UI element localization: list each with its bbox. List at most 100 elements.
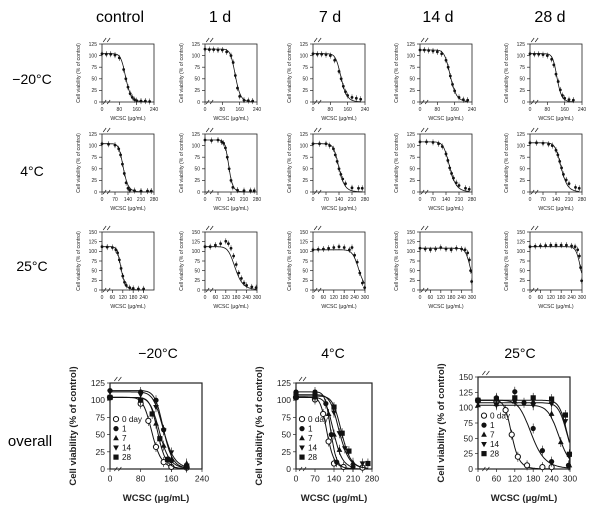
y-tick-label: 25	[519, 278, 525, 284]
fit-curve	[313, 143, 363, 193]
data-point	[348, 248, 351, 252]
data-point	[508, 431, 515, 438]
x-tick-label: 60	[110, 295, 116, 301]
legend-label: 1	[308, 425, 313, 434]
y-tick-label: 50	[409, 167, 415, 173]
data-point	[100, 52, 104, 56]
y-tick-label: 75	[96, 412, 106, 422]
data-point	[429, 248, 432, 252]
x-tick-label: 120	[508, 474, 522, 484]
y-tick-label: 125	[89, 42, 98, 48]
y-tick-label: 125	[89, 132, 98, 138]
y-tick-label: 50	[194, 268, 200, 274]
data-point	[418, 48, 422, 52]
y-tick-label: 125	[91, 378, 105, 388]
y-tick-label: 100	[517, 249, 526, 255]
fit-curve	[296, 396, 354, 468]
y-tick-label: 100	[300, 53, 309, 59]
y-tick-label: 75	[91, 155, 97, 161]
data-point	[558, 159, 562, 163]
data-point	[475, 397, 481, 403]
x-axis-label: WCSC (μg/mL)	[321, 116, 357, 122]
y-tick-label: 125	[407, 239, 416, 245]
y-tick-label: 75	[409, 65, 415, 71]
column-header-1d: 1 d	[209, 9, 231, 26]
x-tick-label: 0	[101, 197, 104, 203]
y-tick-label: 50	[91, 268, 97, 274]
data-point	[142, 287, 146, 291]
data-point	[537, 52, 541, 56]
data-point	[331, 410, 337, 416]
x-tick-label: 160	[164, 474, 178, 484]
data-point	[322, 247, 325, 251]
x-tick-label: 70	[430, 197, 436, 203]
fit-curve	[205, 139, 255, 193]
data-point	[232, 254, 236, 258]
data-point	[124, 181, 128, 185]
data-point	[332, 147, 335, 151]
data-point	[299, 426, 305, 432]
data-point	[431, 49, 435, 53]
data-point	[528, 245, 532, 249]
fit-curve	[420, 49, 468, 102]
x-tick-label: 60	[538, 295, 544, 301]
legend-label: 28	[490, 450, 500, 459]
data-point	[131, 287, 135, 290]
x-tick-label: 280	[150, 197, 159, 203]
axis-break-top	[530, 225, 539, 231]
data-point	[341, 84, 345, 88]
data-point	[344, 90, 347, 94]
x-tick-label: 160	[343, 107, 352, 113]
panel-25-1d: 0 25 50 75 100 125 150 0 60 120 180 240 300 Cell viab…	[179, 225, 261, 310]
data-point	[360, 186, 364, 190]
x-tick-label: 0	[204, 197, 207, 203]
y-tick-label: 0	[286, 464, 291, 474]
data-point	[316, 248, 320, 251]
data-point	[311, 52, 315, 56]
plot-frame	[312, 43, 366, 103]
plot-frame	[419, 43, 473, 103]
fit-curve	[313, 249, 366, 284]
x-tick-label: 0	[312, 107, 315, 113]
x-axis-label: WCSC (μg/mL)	[213, 206, 249, 212]
y-tick-label: 50	[519, 167, 525, 173]
data-point	[325, 410, 332, 417]
data-point	[299, 445, 305, 451]
data-point	[439, 246, 443, 249]
data-point	[149, 411, 155, 417]
x-tick-label: 160	[450, 107, 459, 113]
y-tick-label: 25	[464, 449, 474, 459]
data-point	[328, 54, 332, 57]
data-point	[434, 247, 437, 251]
data-point	[116, 251, 119, 255]
fit-curve	[313, 53, 361, 103]
x-axis-label: WCSC (μg/mL)	[538, 304, 574, 310]
y-tick-label: 100	[91, 395, 105, 405]
axis-break-top	[420, 225, 429, 231]
panel-25-28d: 0 25 50 75 100 125 150 0 60 120 180 240 300 Cell viab…	[504, 225, 586, 310]
data-point	[254, 286, 258, 290]
x-tick-label: 0	[312, 295, 315, 301]
axis-break-top	[114, 376, 122, 382]
y-tick-label: 50	[409, 77, 415, 83]
x-tick-label: 280	[365, 474, 379, 484]
data-point	[339, 77, 343, 81]
x-axis-label: WCSC (μg/mL)	[428, 116, 464, 122]
x-tick-label: 280	[578, 197, 587, 203]
data-point	[440, 145, 444, 148]
data-point	[554, 148, 558, 152]
y-tick-label: 125	[192, 132, 201, 138]
data-point	[203, 245, 207, 249]
data-point	[333, 153, 337, 157]
panel-m20-control: 0 25 50 75 100 125 0 80 160 240 Cell viability (% …	[76, 37, 158, 122]
data-point	[530, 403, 537, 409]
axis-break-bottom	[205, 99, 214, 105]
x-tick-label: 240	[242, 295, 251, 301]
x-tick-label: 140	[442, 197, 451, 203]
data-point	[225, 50, 229, 54]
fit-curve	[102, 143, 152, 193]
y-tick-label: 25	[194, 278, 200, 284]
y-tick-label: 125	[89, 239, 98, 245]
x-tick-label: 120	[222, 295, 231, 301]
